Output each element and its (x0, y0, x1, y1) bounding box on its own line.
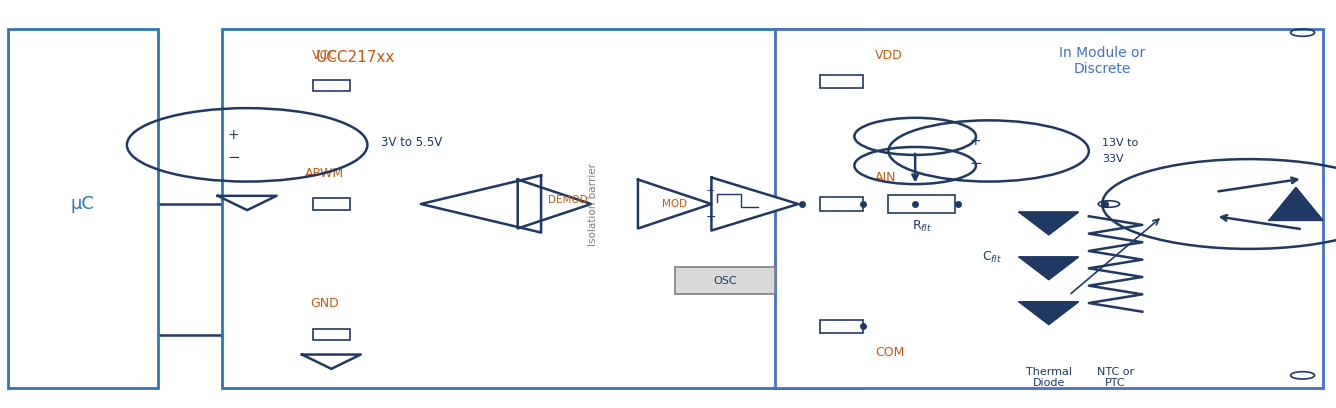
Text: 3V to 5.5V: 3V to 5.5V (381, 136, 442, 149)
Text: DEMOD: DEMOD (548, 195, 588, 205)
Polygon shape (1269, 188, 1323, 220)
Bar (675, 267, 775, 294)
Bar (820, 75, 863, 88)
Bar (222, 29, 862, 388)
Text: 13V to: 13V to (1102, 138, 1138, 148)
Text: −: − (969, 156, 982, 171)
Polygon shape (302, 355, 361, 369)
Text: +: + (970, 134, 981, 148)
Text: VCC: VCC (311, 49, 338, 62)
Text: GND: GND (310, 297, 339, 310)
Bar (888, 195, 955, 213)
Text: 33V: 33V (1102, 154, 1124, 164)
Text: μC: μC (71, 195, 95, 213)
Text: Isolation barrier: Isolation barrier (588, 162, 597, 246)
Text: Thermal
Diode: Thermal Diode (1026, 367, 1071, 388)
Bar (775, 29, 1323, 388)
Text: NTC or
PTC: NTC or PTC (1097, 367, 1134, 388)
Text: −: − (705, 211, 716, 224)
Text: APWM: APWM (305, 167, 345, 180)
Text: VDD: VDD (875, 49, 903, 62)
Polygon shape (517, 180, 591, 228)
Polygon shape (421, 175, 541, 233)
Bar (1018, 108, 1172, 361)
Bar (820, 197, 863, 211)
Text: MOD: MOD (663, 199, 687, 209)
Text: OSC: OSC (713, 275, 736, 286)
Polygon shape (1019, 212, 1078, 235)
Text: R$_{flt}$: R$_{flt}$ (912, 219, 931, 234)
Text: AIN: AIN (875, 171, 896, 184)
Text: −: − (227, 150, 240, 164)
Text: COM: COM (875, 346, 904, 359)
Text: +: + (228, 128, 239, 142)
Bar (313, 198, 350, 210)
Bar (820, 320, 863, 333)
Polygon shape (711, 177, 798, 231)
Text: In Module or
Discrete: In Module or Discrete (1059, 46, 1145, 76)
Polygon shape (1019, 257, 1078, 279)
Text: UCC217xx: UCC217xx (315, 50, 394, 64)
Polygon shape (218, 196, 277, 210)
Polygon shape (639, 180, 711, 228)
Bar (313, 80, 350, 91)
Text: C$_{flt}$: C$_{flt}$ (982, 249, 1002, 265)
Bar (8, 29, 158, 388)
Text: +: + (705, 186, 716, 196)
Polygon shape (1019, 302, 1078, 324)
Bar (313, 329, 350, 340)
